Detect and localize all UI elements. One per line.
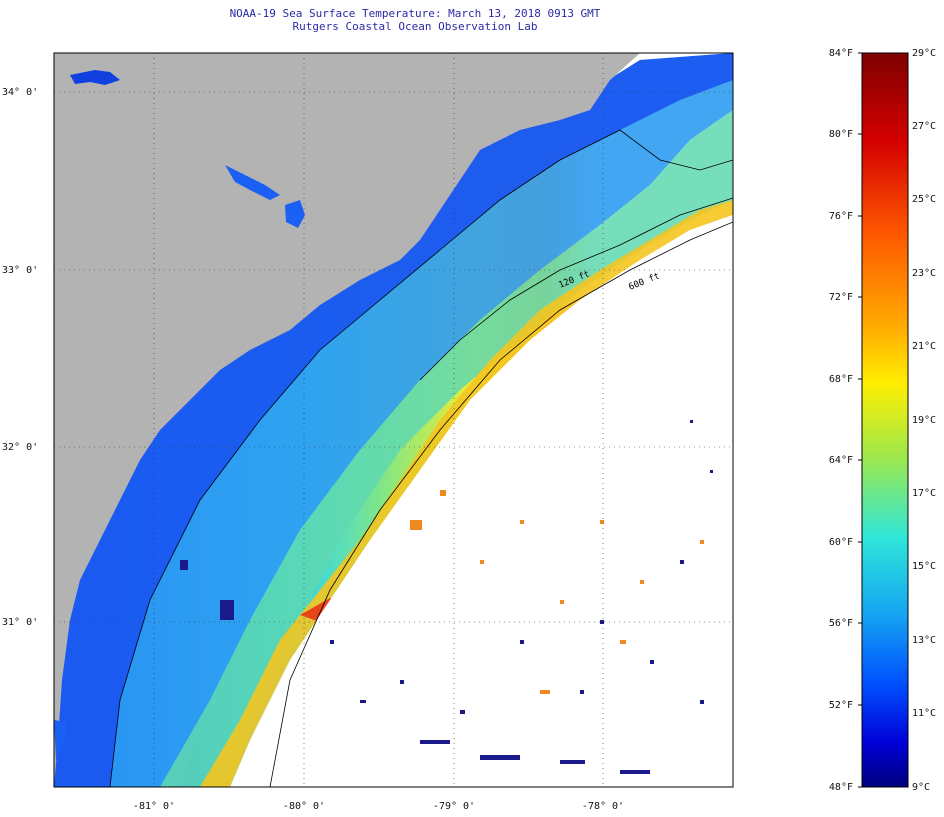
inland-lake-north [70, 70, 120, 85]
map-frame [53, 52, 734, 788]
colorbar-c-label: 9°C [912, 782, 931, 793]
cloud-noise [180, 420, 713, 774]
colorbar-f-label: 56°F [828, 618, 853, 629]
lat-label: 33° 0' [2, 265, 39, 276]
colorbar-c-label: 29°C [912, 48, 937, 59]
colorbar-f-label: 80°F [828, 129, 853, 140]
colorbar-c-label: 15°C [912, 561, 937, 572]
warm-noise [410, 490, 704, 694]
lon-label: -81° 0' [132, 801, 176, 812]
lon-label: -79° 0' [432, 801, 476, 812]
colorbar-c-label: 19°C [912, 415, 937, 426]
colorbar-ticks [858, 52, 862, 788]
colorbar-f-label: 72°F [828, 292, 853, 303]
nearshore-cold-water [54, 53, 733, 787]
offshore-cloud-mask [230, 215, 733, 787]
map-title: NOAA-19 Sea Surface Temperature: March 1… [229, 7, 601, 20]
graticule [54, 53, 733, 787]
lon-label: -80° 0' [282, 801, 326, 812]
isobath-600ft [269, 221, 733, 787]
colorbar-c-label: 25°C [912, 194, 937, 205]
map-subtitle: Rutgers Coastal Ocean Observation Lab [292, 20, 538, 33]
lat-label: 31° 0' [2, 617, 39, 628]
lat-label: 34° 0' [2, 87, 39, 98]
isobath-shelf [109, 129, 733, 787]
colorbar-f-label: 60°F [828, 537, 853, 548]
colorbar-f-label: 52°F [828, 700, 853, 711]
inland-lake-moultrie [285, 200, 305, 228]
colorbar-c-label: 17°C [912, 488, 937, 499]
colorbar-c-label: 11°C [912, 708, 937, 719]
lon-label: -78° 0' [581, 801, 625, 812]
colorbar-f-label: 76°F [828, 211, 853, 222]
lat-label: 32° 0' [2, 442, 39, 453]
land-mass [54, 53, 640, 787]
inland-lake-marion [225, 165, 280, 200]
colorbar-f-label: 64°F [828, 455, 853, 466]
colorbar-f-label: 68°F [828, 374, 853, 385]
colorbar-c-label: 13°C [912, 635, 937, 646]
colorbar-f-label: 84°F [828, 48, 853, 59]
inland-water-south [54, 720, 66, 760]
gulf-stream-front [200, 200, 733, 787]
colorbar-c-label: 23°C [912, 268, 937, 279]
colorbar-f-label: 48°F [828, 782, 853, 793]
colorbar-c-label: 27°C [912, 121, 937, 132]
colorbar [861, 52, 909, 788]
colorbar-c-label: 21°C [912, 341, 937, 352]
